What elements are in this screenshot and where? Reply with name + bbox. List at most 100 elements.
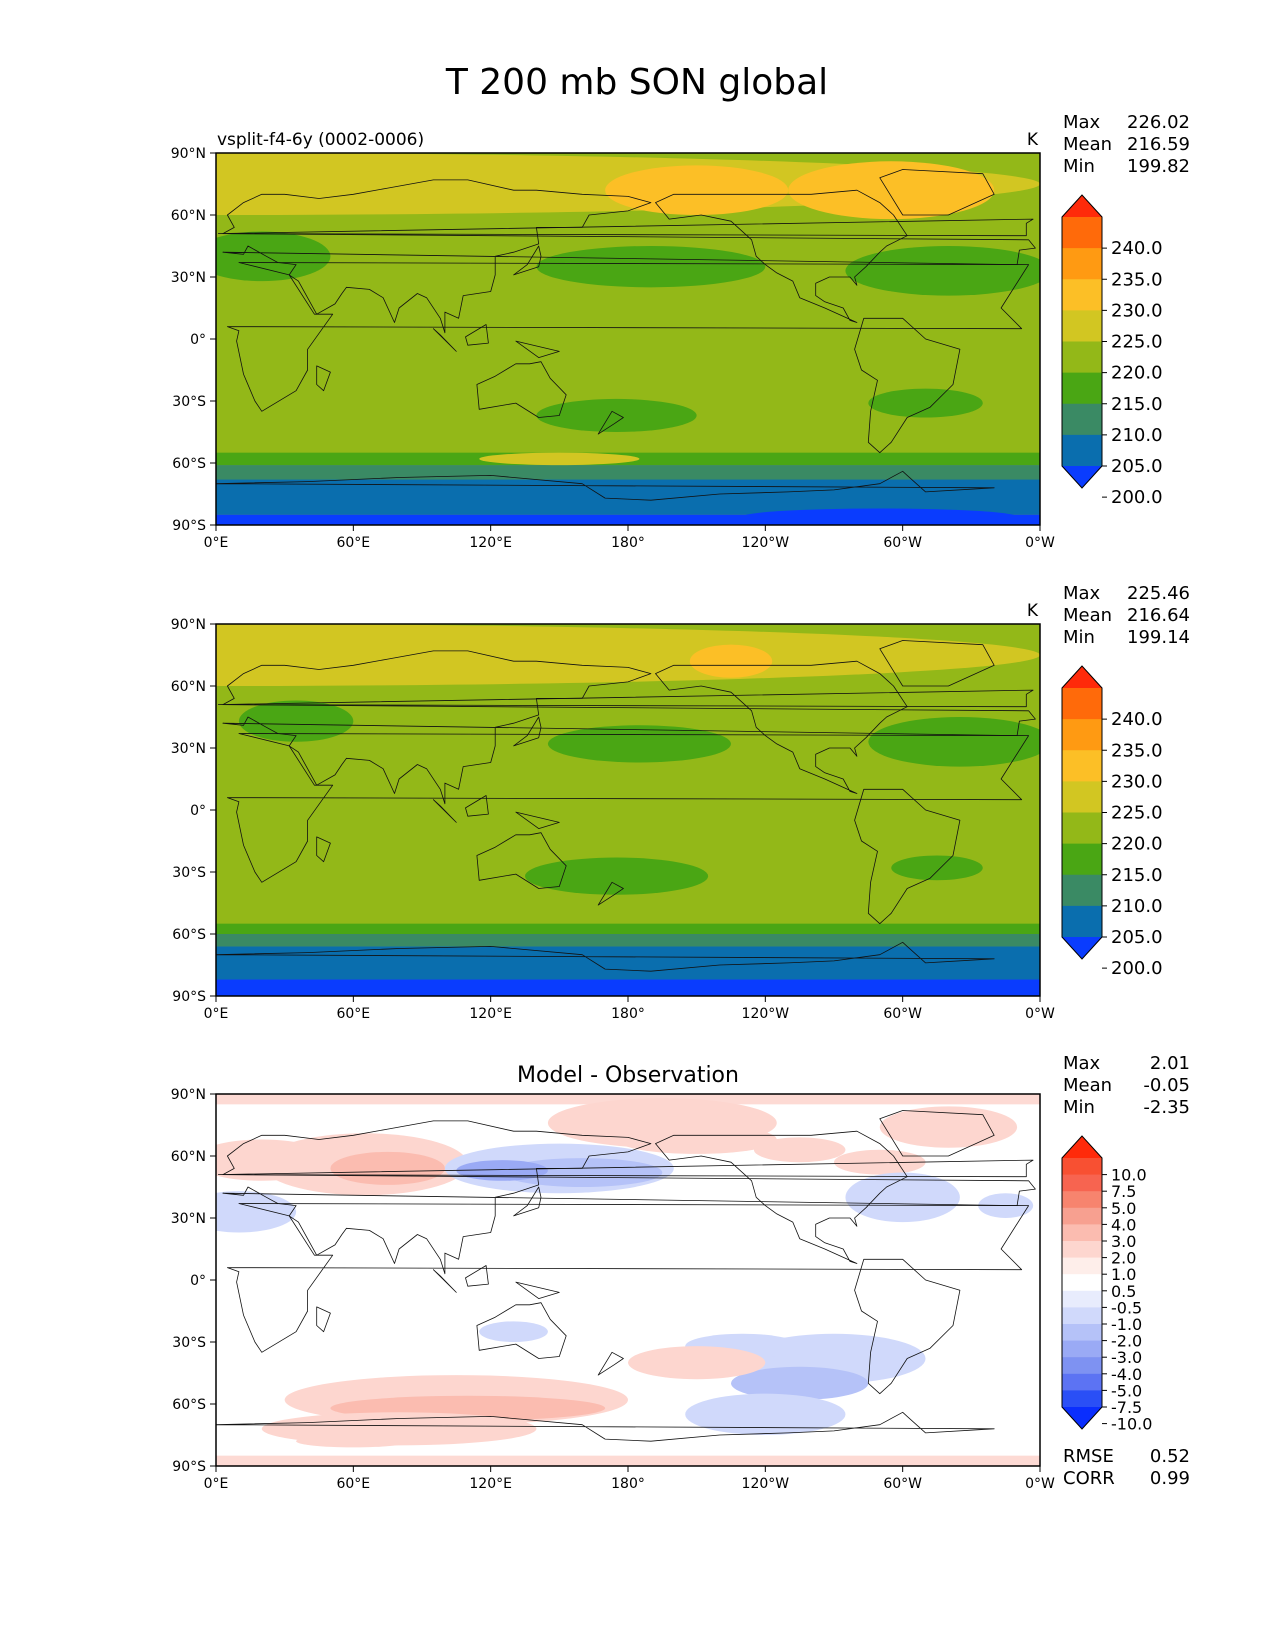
model-stats: Max 226.02 Mean 216.59 Min 199.82 (1063, 112, 1190, 177)
y-tick-label: 60°N (171, 208, 206, 224)
colorbar-label: -7.5 (1111, 1398, 1142, 1417)
coastline (854, 788, 961, 925)
y-tick-label: 90°N (171, 617, 206, 633)
colorbar-cell (1062, 812, 1102, 845)
x-tick-label: 120°W (742, 535, 790, 551)
coastline (217, 689, 1034, 708)
x-tick-label: 120°E (469, 535, 512, 551)
stat-label: Min (1063, 156, 1095, 177)
field-blob (605, 165, 789, 215)
field-blob (742, 508, 1018, 525)
coastline (476, 361, 567, 418)
colorbar-label: -0.5 (1111, 1298, 1142, 1317)
colorbar-label: 10.0 (1111, 1166, 1147, 1185)
colorbar-label: 220.0 (1111, 363, 1163, 384)
field-blob (502, 1158, 663, 1187)
metric-label: CORR (1063, 1468, 1115, 1489)
field-blob (753, 1137, 846, 1163)
colorbar-cell (1062, 1390, 1102, 1408)
colorbar-cell (1062, 279, 1102, 311)
coastline (879, 169, 995, 216)
y-tick-label: 60°S (172, 927, 206, 943)
coastline (316, 836, 331, 863)
colorbar-cell (1062, 1191, 1102, 1209)
x-tick-label: 0°E (204, 535, 229, 551)
colorbar-label: 225.0 (1111, 803, 1163, 824)
colorbar-cell (1062, 1324, 1102, 1342)
colorbar-extend-max (1062, 195, 1102, 217)
coastline (465, 1265, 489, 1287)
colorbar-cell (1062, 217, 1102, 249)
coastline (465, 324, 489, 346)
metric-label: RMSE (1063, 1446, 1114, 1467)
y-tick-label: 60°N (171, 679, 206, 695)
x-tick-label: 120°W (742, 1006, 790, 1022)
field-band (216, 514, 1040, 525)
colorbar-cell (1062, 1257, 1102, 1275)
field-blob (216, 1139, 331, 1181)
colorbar-cell (1062, 874, 1102, 907)
stat-label: Mean (1063, 1075, 1112, 1096)
field-band (216, 934, 1040, 947)
stat-value: 216.59 (1127, 134, 1190, 155)
coastline (513, 716, 542, 747)
colorbar-cell (1062, 341, 1102, 374)
field-blob (616, 1125, 777, 1154)
y-tick-label: 90°S (172, 1459, 206, 1475)
colorbar-cell (1062, 750, 1102, 782)
colorbar-label: 3.0 (1111, 1232, 1136, 1251)
observation-units: K (1027, 601, 1039, 621)
coastline (433, 799, 457, 823)
coastline (227, 262, 1029, 412)
coastline (854, 317, 961, 454)
colorbar-cell (1062, 1307, 1102, 1325)
coastline (216, 941, 995, 996)
colorbar-cell (1062, 372, 1102, 405)
field-blob (216, 231, 331, 282)
colorbar-label: 205.0 (1111, 927, 1163, 948)
x-tick-label: 60°W (883, 1006, 922, 1022)
y-tick-label: 90°N (171, 1087, 206, 1103)
field-blob (628, 1346, 766, 1380)
metric-value: 0.52 (1150, 1446, 1190, 1467)
x-tick-label: 120°W (742, 1476, 790, 1492)
colorbar-label: -3.0 (1111, 1348, 1142, 1367)
colorbar-label: -1.0 (1111, 1315, 1142, 1334)
y-tick-label: 30°S (172, 865, 206, 881)
coastline (515, 340, 560, 358)
field-blob (845, 1172, 960, 1223)
colorbar-extend-min (1062, 466, 1102, 488)
model-field (216, 153, 1040, 525)
field-blob (330, 1151, 445, 1185)
x-tick-label: 180° (611, 1006, 645, 1022)
stat-label: Mean (1063, 134, 1112, 155)
difference-stats: Max 2.01 Mean -0.05 Min -2.35 (1063, 1053, 1190, 1118)
field-blob (216, 624, 1040, 686)
colorbar-cell (1062, 1207, 1102, 1225)
coastline (879, 1110, 995, 1157)
colorbar-label: 210.0 (1111, 896, 1163, 917)
field-blob (731, 1366, 869, 1400)
stat-label: Max (1063, 583, 1101, 604)
y-tick-label: 30°N (171, 270, 206, 286)
field-blob (238, 700, 354, 742)
difference-panel: 0°E 60°E 120°E 180° 120°W 60°W 0°W 90°N 60°N 30°N… (171, 1053, 1190, 1492)
colorbar-extend-max (1062, 666, 1102, 688)
field-band (216, 979, 1040, 996)
colorbar-label: 240.0 (1111, 709, 1163, 730)
colorbar-label: -10.0 (1111, 1415, 1152, 1434)
colorbar-cell (1062, 688, 1102, 720)
coastline (655, 660, 908, 794)
colorbar-label: -2.0 (1111, 1332, 1142, 1351)
colorbar-cell (1062, 310, 1102, 342)
coastline (227, 733, 1029, 883)
colorbar-label: 230.0 (1111, 300, 1163, 321)
x-tick-label: 120°E (469, 1006, 512, 1022)
difference-metrics: RMSE 0.52 CORR 0.99 (1063, 1446, 1190, 1489)
model-coastlines (216, 169, 1036, 525)
y-tick-label: 90°N (171, 146, 206, 162)
field-blob (296, 1435, 411, 1448)
x-tick-label: 0°W (1025, 1476, 1055, 1492)
coastline (216, 1411, 995, 1466)
stat-value: 2.01 (1150, 1053, 1190, 1074)
